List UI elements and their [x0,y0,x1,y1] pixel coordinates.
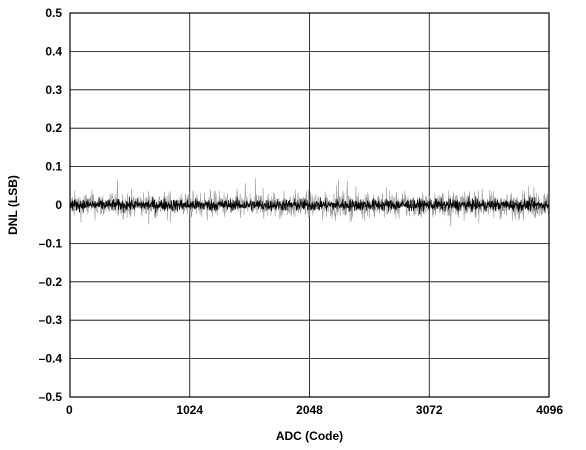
x-tick-labels: 0 1024 2048 3072 4096 [66,403,563,417]
y-tick-label: –0.4 [39,352,63,366]
y-tick-label: –0.2 [39,275,63,289]
x-tick-label: 1024 [176,403,203,417]
y-tick-label: 0.5 [45,6,62,20]
y-axis-title: DNL (LSB) [6,175,20,235]
x-tick-label: 4096 [536,403,563,417]
y-tick-label: 0.2 [45,121,62,135]
dnl-series-line [69,196,550,214]
y-tick-label: –0.5 [39,390,63,404]
x-axis-title: ADC (Code) [276,429,343,443]
y-tick-labels: 0.5 0.4 0.3 0.2 0.1 0 –0.1 –0.2 –0.3 –0.4 –0.5 [39,6,63,404]
y-tick-label: 0.3 [45,83,62,97]
y-tick-label: 0.4 [45,44,62,58]
y-tick-label: –0.3 [39,313,63,327]
x-tick-label: 2048 [296,403,323,417]
dnl-trace [69,178,550,227]
y-tick-label: 0.1 [45,160,62,174]
x-tick-label: 3072 [416,403,443,417]
y-tick-label: 0 [55,198,62,212]
plot-frame [69,12,550,398]
x-tick-label: 0 [66,403,73,417]
y-tick-label: –0.1 [39,236,63,250]
